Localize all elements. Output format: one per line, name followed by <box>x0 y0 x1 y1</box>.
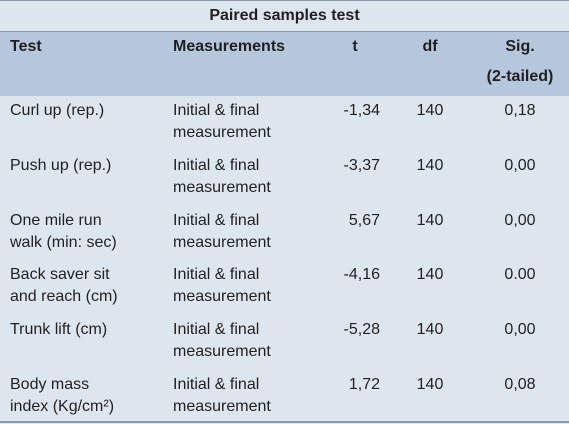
header-df: df <box>422 38 438 55</box>
cell-measurements: Initial & final measurement <box>173 155 313 199</box>
cell-sig: 0,00 <box>504 212 536 229</box>
cell-meas-line1: Initial & final <box>173 102 260 119</box>
header-sig-line1: Sig. <box>505 38 535 55</box>
cell-test: Push up (rep.) <box>10 155 165 177</box>
cell-sig: 0,08 <box>504 376 536 393</box>
table-header: Test Measurements t df Sig. (2-tailed) <box>0 32 569 96</box>
table-row: Body mass index (Kg/cm²) Initial & final… <box>0 370 569 424</box>
cell-df: 140 <box>416 102 444 119</box>
cell-test-line1: Curl up (rep.) <box>10 102 105 119</box>
cell-meas-line2: measurement <box>173 124 271 141</box>
cell-df: 140 <box>416 266 444 283</box>
cell-test-line1: One mile run <box>10 212 102 229</box>
cell-t: -3,37 <box>343 157 380 174</box>
table-row: Push up (rep.) Initial & final measureme… <box>0 151 569 205</box>
cell-measurements: Initial & final measurement <box>173 374 313 418</box>
bottom-rule <box>0 421 569 423</box>
cell-df: 140 <box>416 321 444 338</box>
cell-test: Trunk lift (cm) <box>10 319 165 341</box>
cell-test-line1: Push up (rep.) <box>10 157 112 174</box>
cell-test-line1: Body mass <box>10 376 90 393</box>
cell-test-line2: and reach (cm) <box>10 288 118 305</box>
cell-test-line1: Back saver sit <box>10 266 110 283</box>
table-row: One mile run walk (min: sec) Initial & f… <box>0 206 569 260</box>
cell-meas-line1: Initial & final <box>173 266 260 283</box>
cell-measurements: Initial & final measurement <box>173 264 313 308</box>
cell-df: 140 <box>416 376 444 393</box>
table-body: Curl up (rep.) Initial & final measureme… <box>0 96 569 424</box>
header-sig: Sig. (2-tailed) <box>475 32 565 92</box>
cell-t: -4,16 <box>343 266 380 283</box>
cell-test: Back saver sit and reach (cm) <box>10 264 165 308</box>
cell-measurements: Initial & final measurement <box>173 100 313 144</box>
cell-sig: 0,18 <box>504 102 536 119</box>
cell-meas-line1: Initial & final <box>173 321 260 338</box>
cell-test-line1: Trunk lift (cm) <box>10 321 108 338</box>
cell-meas-line2: measurement <box>173 343 271 360</box>
cell-meas-line2: measurement <box>173 234 271 251</box>
header-measurements: Measurements <box>173 38 286 55</box>
cell-meas-line1: Initial & final <box>173 157 260 174</box>
cell-test-line2: walk (min: sec) <box>10 234 117 251</box>
header-t: t <box>352 38 358 55</box>
cell-meas-line1: Initial & final <box>173 212 260 229</box>
cell-test: One mile run walk (min: sec) <box>10 210 165 254</box>
cell-test: Curl up (rep.) <box>10 100 165 122</box>
header-sig-line2: (2-tailed) <box>486 68 554 85</box>
cell-meas-line1: Initial & final <box>173 376 260 393</box>
cell-t: -5,28 <box>343 321 380 338</box>
cell-t: 5,67 <box>348 212 380 229</box>
cell-test-line2: index (Kg/cm²) <box>10 398 115 415</box>
cell-df: 140 <box>416 212 444 229</box>
cell-measurements: Initial & final measurement <box>173 210 313 254</box>
table-title: Paired samples test <box>0 0 569 32</box>
cell-meas-line2: measurement <box>173 288 271 305</box>
cell-sig: 0,00 <box>504 157 536 174</box>
cell-test: Body mass index (Kg/cm²) <box>10 374 165 418</box>
table-row: Trunk lift (cm) Initial & final measurem… <box>0 315 569 369</box>
cell-sig: 0.00 <box>504 266 536 283</box>
cell-df: 140 <box>416 157 444 174</box>
cell-meas-line2: measurement <box>173 398 271 415</box>
cell-measurements: Initial & final measurement <box>173 319 313 363</box>
cell-sig: 0,00 <box>504 321 536 338</box>
table-row: Curl up (rep.) Initial & final measureme… <box>0 96 569 150</box>
cell-t: 1,72 <box>348 376 380 393</box>
table-row: Back saver sit and reach (cm) Initial & … <box>0 260 569 314</box>
header-test: Test <box>10 38 42 55</box>
cell-t: -1,34 <box>343 102 380 119</box>
cell-meas-line2: measurement <box>173 179 271 196</box>
